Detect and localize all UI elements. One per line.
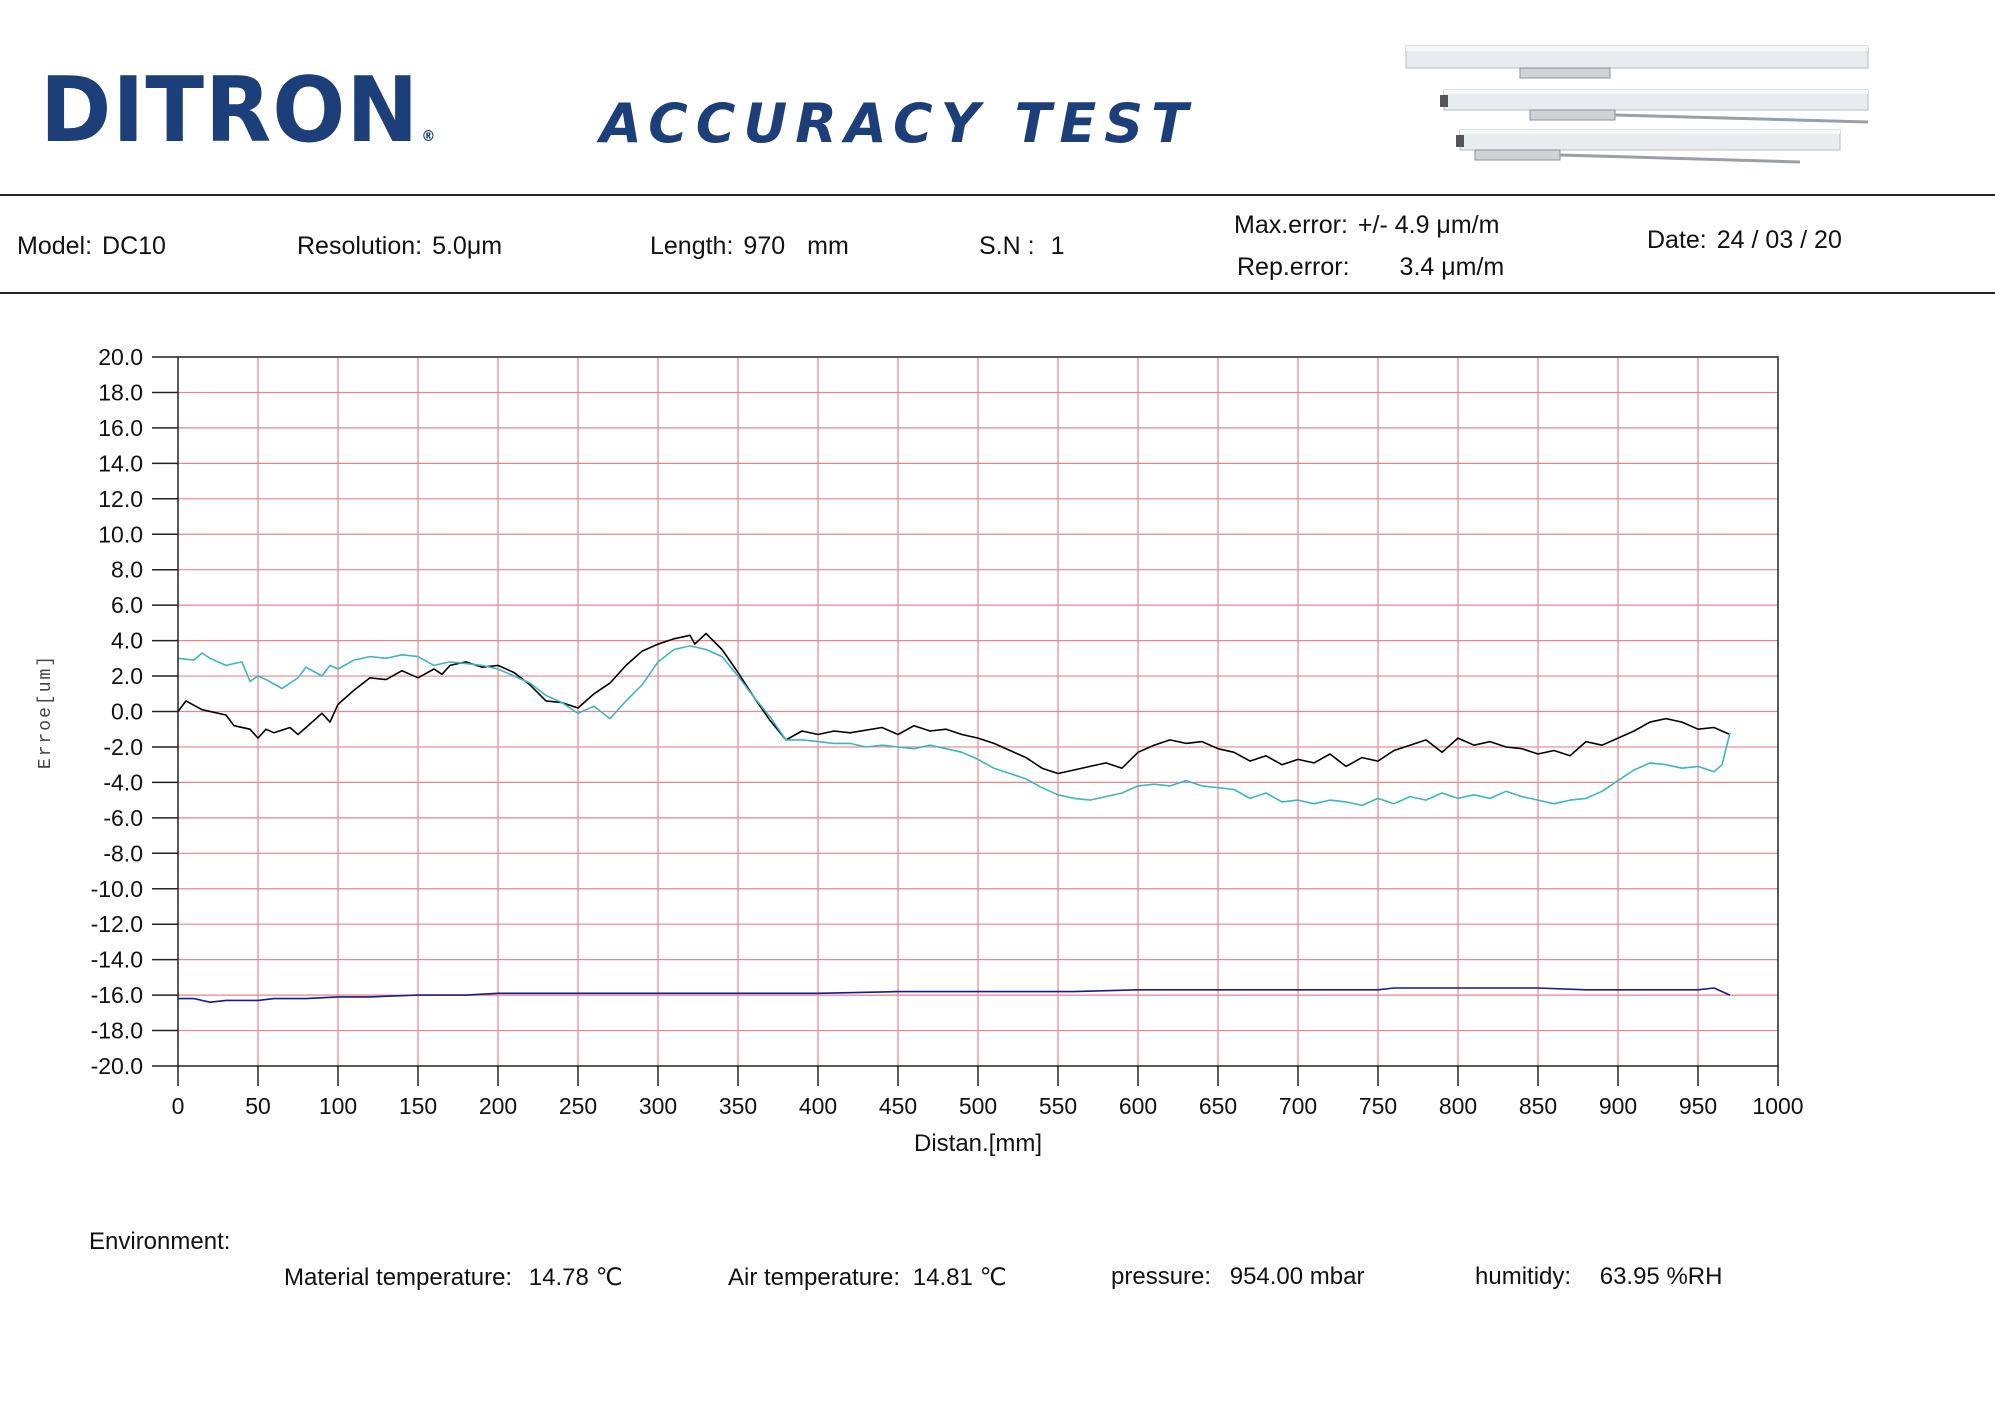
linear-scale-product-image [1405, 45, 1869, 164]
y-tick-label: 6.0 [111, 592, 143, 618]
x-tick-label: 150 [399, 1093, 437, 1119]
model-info: Model: DC10 [17, 232, 166, 260]
x-tick-label: 850 [1519, 1093, 1557, 1119]
chart-axes: 0 50 100 150 200 250 300 350 400 450 500 550 600 650 7… [91, 344, 1804, 1119]
series-line-repeat [178, 987, 1731, 1004]
length-info: Length: 970 mm [650, 232, 849, 260]
x-tick-label: 650 [1199, 1093, 1237, 1119]
y-tick-label: 8.0 [111, 557, 143, 583]
y-axis-label: Erroe[um] [36, 654, 56, 769]
max-error-info: Max.error: +/- 4.9 μm/m [1234, 211, 1500, 239]
y-tick-label: -12.0 [91, 911, 143, 937]
y-tick-label: 20.0 [98, 344, 143, 370]
y-tick-label: -4.0 [103, 769, 143, 795]
y-tick-label: -8.0 [103, 840, 143, 866]
header-divider [0, 194, 1995, 196]
material-temperature: Material temperature: 14.78 ℃ [284, 1264, 623, 1291]
y-tick-label: -18.0 [91, 1018, 143, 1044]
x-tick-label: 600 [1119, 1093, 1157, 1119]
error-chart: 0 50 100 150 200 250 300 350 400 450 500 550 600 650 7… [36, 344, 1804, 1157]
x-tick-label: 250 [559, 1093, 597, 1119]
x-tick-label: 1000 [1752, 1093, 1803, 1119]
y-tick-label: -16.0 [91, 982, 143, 1008]
report-title: ACCURACY TEST [600, 92, 1196, 155]
pressure: pressure: 954.00 mbar [1111, 1263, 1365, 1290]
x-tick-label: 750 [1359, 1093, 1397, 1119]
ditron-logo: DITRON ® [40, 58, 437, 163]
y-tick-label: -20.0 [91, 1053, 143, 1079]
x-tick-label: 450 [879, 1093, 917, 1119]
y-tick-label: 4.0 [111, 628, 143, 654]
x-tick-label: 350 [719, 1093, 757, 1119]
y-tick-label: 14.0 [98, 450, 143, 476]
y-tick-label: 18.0 [98, 379, 143, 405]
serial-number-info: S.N :1 [979, 232, 1065, 260]
y-tick-label: -6.0 [103, 805, 143, 831]
x-tick-label: 200 [479, 1093, 517, 1119]
series-line-forward [177, 632, 1731, 775]
humidity: humitidy: 63.95 %RH [1475, 1263, 1723, 1290]
x-tick-label: 50 [245, 1093, 271, 1119]
y-tick-label: 10.0 [98, 521, 143, 547]
registered-mark: ® [421, 128, 437, 146]
x-tick-label: 300 [639, 1093, 677, 1119]
y-tick-label: -14.0 [91, 947, 143, 973]
x-tick-label: 950 [1679, 1093, 1717, 1119]
x-tick-label: 500 [959, 1093, 997, 1119]
series-line-backward [177, 645, 1731, 807]
y-tick-label: -2.0 [103, 734, 143, 760]
x-tick-label: 700 [1279, 1093, 1317, 1119]
x-axis-label: Distan.[mm] [914, 1130, 1042, 1157]
y-tick-label: -10.0 [91, 876, 143, 902]
resolution-info: Resolution: 5.0μm [297, 232, 503, 260]
info-divider [0, 292, 1995, 294]
rep-error-info: Rep.error: 3.4 μm/m [1237, 253, 1505, 281]
x-tick-label: 100 [319, 1093, 357, 1119]
y-tick-label: 2.0 [111, 663, 143, 689]
x-tick-label: 800 [1439, 1093, 1477, 1119]
x-tick-label: 400 [799, 1093, 837, 1119]
x-tick-label: 550 [1039, 1093, 1077, 1119]
chart-grid [178, 357, 1778, 1066]
y-tick-label: 0.0 [111, 699, 143, 725]
environment-title: Environment: [89, 1228, 231, 1255]
x-tick-label: 900 [1599, 1093, 1637, 1119]
y-tick-label: 16.0 [98, 415, 143, 441]
y-tick-label: 12.0 [98, 486, 143, 512]
air-temperature: Air temperature: 14.81 ℃ [728, 1264, 1007, 1291]
date-info: Date: 24 / 03 / 20 [1647, 226, 1842, 254]
plot-frame [177, 356, 1779, 1067]
chart-series [177, 632, 1731, 1004]
x-tick-label: 0 [172, 1093, 185, 1119]
